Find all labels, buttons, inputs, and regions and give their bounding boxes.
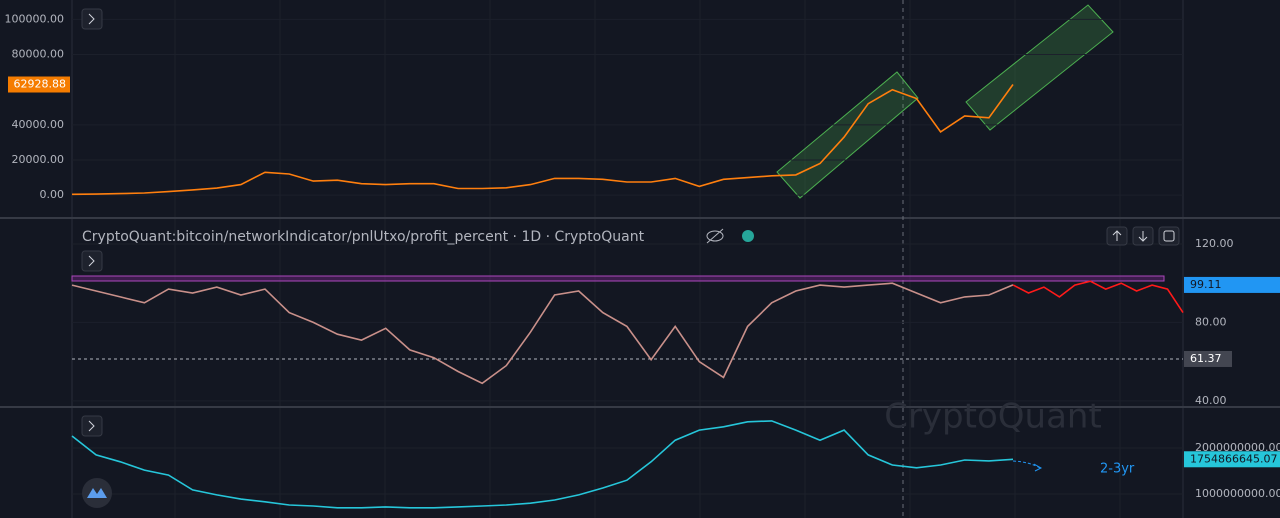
last-value-label: 99.11 <box>1190 278 1222 291</box>
watermark: CryptoQuant <box>884 397 1102 437</box>
move-up[interactable] <box>1106 226 1128 246</box>
y-tick-label: 40000.00 <box>12 118 65 131</box>
series-line <box>71 420 1014 509</box>
y-tick-label: 80.00 <box>1195 315 1227 328</box>
last-value-label: 62928.88 <box>14 78 67 91</box>
y-tick-label: 120.00 <box>1195 237 1234 250</box>
pane-toggle[interactable] <box>81 250 103 272</box>
reference-label-box <box>1184 350 1232 367</box>
status-dot <box>742 230 754 242</box>
pane-toggle[interactable] <box>81 8 103 30</box>
pane-toggle[interactable] <box>81 415 103 437</box>
series-layer: 0.00 20000.00 40000.00 80000.00 100000.00 629… <box>5 12 1280 509</box>
series-line <box>71 282 1014 385</box>
series-line <box>1012 280 1184 314</box>
y-tick-label: 1000000000.00 <box>1195 487 1280 500</box>
annotation: 2-3yr <box>1100 462 1135 477</box>
y-tick-label: 0.00 <box>40 188 65 201</box>
series-line <box>71 84 1014 196</box>
logo <box>82 478 112 508</box>
maximize-pane[interactable] <box>1158 226 1180 246</box>
annotation-arrowhead <box>1033 463 1043 472</box>
hide-indicator[interactable] <box>706 228 724 244</box>
y-tick-label: 100000.00 <box>5 12 65 25</box>
annotation-arrow <box>1012 460 1041 469</box>
vertical-grid <box>174 0 1121 518</box>
last-value-box <box>1184 276 1280 293</box>
reference-label: 61.37 <box>1190 352 1222 365</box>
last-value-box <box>1184 451 1280 468</box>
level-band <box>71 275 1165 282</box>
y-tick-label: 2000000000.00 <box>1195 441 1280 454</box>
last-value-label: 1754866645.07 <box>1190 452 1277 465</box>
y-tick-label: 20000.00 <box>12 153 65 166</box>
move-down[interactable] <box>1132 226 1154 246</box>
y-tick-label: 80000.00 <box>12 48 65 61</box>
y-tick-label: 40.00 <box>1195 394 1227 407</box>
last-value-box <box>8 76 70 93</box>
indicator-legend: CryptoQuant:bitcoin/networkIndicator/pnl… <box>82 229 645 245</box>
